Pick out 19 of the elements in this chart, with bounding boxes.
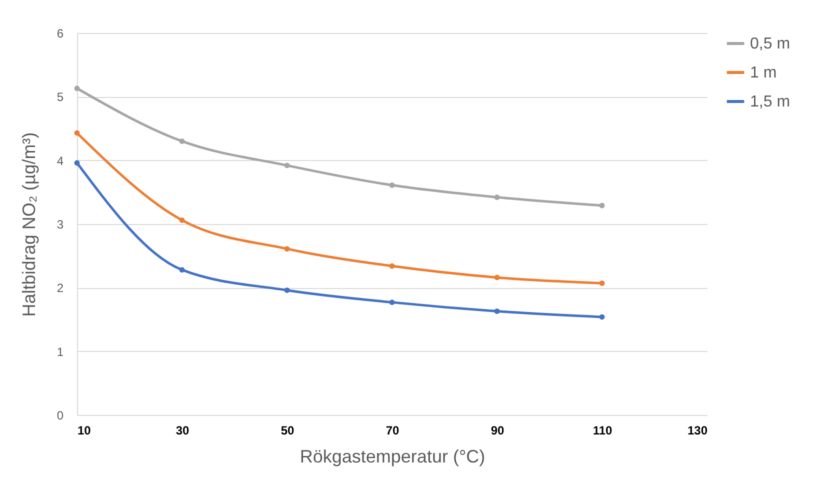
legend-label: 0,5 m <box>750 36 790 52</box>
legend-label: 1,5 m <box>750 94 790 110</box>
x-tick-label: 90 <box>490 424 504 438</box>
y-tick-label: 0 <box>56 408 64 422</box>
x-tick-label: 10 <box>78 424 92 438</box>
y-tick-label: 4 <box>56 154 64 168</box>
y-tick-label: 5 <box>56 90 64 104</box>
y-tick-label: 6 <box>56 26 64 40</box>
x-tick-label: 130 <box>687 424 708 438</box>
x-tick-label: 50 <box>280 424 294 438</box>
x-tick-label: 30 <box>176 424 190 438</box>
y-tick-label: 3 <box>56 218 64 232</box>
legend-label: 1 m <box>750 64 777 82</box>
y-axis-title: Haltbidrag NO₂ (µg/m³) <box>18 132 39 317</box>
x-axis-title: Rökgastemperatur (°C) <box>300 446 486 466</box>
y-tick-label: 2 <box>56 281 64 296</box>
x-tick-label: 110 <box>592 424 613 438</box>
x-tick-label: 70 <box>386 424 400 438</box>
y-tick-label: 1 <box>56 344 64 359</box>
